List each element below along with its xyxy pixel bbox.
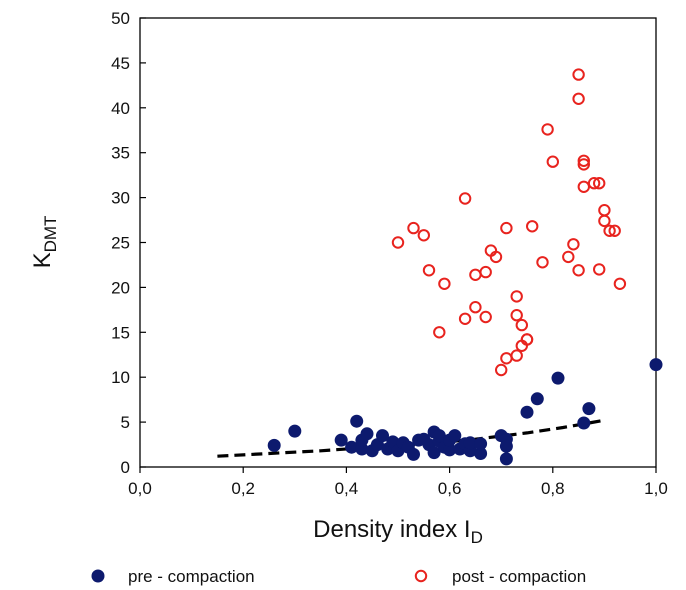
data-point-post-compaction [572, 92, 585, 106]
data-point-post-compaction [520, 333, 534, 346]
data-point-pre-compaction [345, 440, 359, 454]
data-point-pre-compaction [499, 439, 513, 453]
data-point-pre-compaction [499, 452, 513, 466]
legend: pre - compaction post - compaction [91, 567, 586, 586]
data-point-post-compaction [417, 229, 430, 242]
data-point-post-compaction [500, 352, 513, 365]
y-tick-label: 10 [111, 368, 130, 387]
data-point-post-compaction [593, 263, 606, 276]
data-point-pre-compaction [288, 424, 302, 438]
y-tick-label: 30 [111, 189, 130, 208]
data-point-post-compaction [515, 318, 528, 332]
data-point-pre-compaction [474, 437, 488, 451]
data-point-pre-compaction [267, 438, 281, 452]
y-tick-label: 25 [111, 234, 130, 253]
data-point-post-compaction [391, 236, 405, 249]
legend-label-pre-compaction: pre - compaction [128, 567, 255, 586]
data-point-post-compaction [608, 224, 621, 238]
y-tick-label: 35 [111, 144, 130, 163]
x-tick-label: 1,0 [644, 479, 668, 498]
data-point-post-compaction [598, 214, 611, 228]
data-point-post-compaction [479, 265, 492, 279]
data-point-post-compaction [510, 309, 523, 322]
y-tick-label: 45 [111, 54, 130, 73]
y-axis: 0 5 10 15 20 25 30 35 40 45 50 [111, 9, 146, 477]
x-tick-label: 0,8 [541, 479, 565, 498]
x-axis: 0,0 0,2 0,4 0,6 0,8 1,0 [128, 467, 668, 498]
data-point-post-compaction [407, 221, 420, 235]
data-point-pre-compaction [355, 442, 369, 456]
data-point-pre-compaction [376, 429, 389, 443]
data-point-post-compaction [572, 68, 585, 81]
data-point-pre-compaction [551, 371, 565, 385]
data-point-post-compaction [541, 123, 554, 136]
data-point-pre-compaction [360, 427, 374, 441]
data-point-post-compaction [577, 154, 590, 168]
data-point-pre-compaction [582, 402, 596, 416]
data-point-post-compaction [469, 268, 482, 281]
data-point-post-compaction [489, 250, 503, 264]
data-point-post-compaction [572, 264, 585, 277]
data-point-pre-compaction [520, 405, 534, 419]
legend-label-post-compaction: post - compaction [452, 567, 586, 586]
y-tick-label: 15 [111, 323, 130, 342]
data-point-pre-compaction [443, 443, 457, 457]
data-point-post-compaction [546, 155, 559, 168]
data-point-pre-compaction [649, 358, 663, 372]
data-point-pre-compaction [427, 446, 441, 460]
y-tick-label: 0 [121, 458, 130, 477]
data-point-post-compaction [577, 180, 590, 194]
data-point-post-compaction [510, 349, 523, 362]
y-tick-label: 20 [111, 278, 130, 297]
data-point-pre-compaction [474, 447, 488, 460]
data-point-post-compaction [587, 177, 601, 190]
data-point-post-compaction [577, 158, 590, 171]
data-point-post-compaction [613, 277, 627, 290]
data-point-post-compaction [510, 290, 523, 303]
data-point-post-compaction [562, 250, 575, 264]
data-point-pre-compaction [463, 436, 477, 450]
data-point-post-compaction [526, 220, 539, 233]
data-point-post-compaction [593, 177, 606, 190]
data-point-post-compaction [495, 363, 508, 377]
data-point-pre-compaction [350, 414, 364, 428]
data-point-pre-compaction [432, 429, 446, 443]
data-point-pre-compaction [530, 392, 544, 406]
data-points [267, 68, 663, 466]
data-point-pre-compaction [577, 416, 591, 430]
data-point-pre-compaction [334, 433, 348, 447]
data-point-pre-compaction [407, 447, 420, 461]
data-point-post-compaction [438, 277, 451, 290]
x-tick-label: 0,6 [438, 479, 462, 498]
data-point-pre-compaction [448, 429, 462, 443]
x-tick-label: 0,4 [335, 479, 359, 498]
legend-marker-post-compaction [414, 569, 428, 583]
data-point-post-compaction [598, 204, 611, 217]
legend-marker-pre-compaction [91, 569, 105, 583]
x-axis-label: Density index ID [313, 516, 483, 547]
data-point-post-compaction [469, 301, 482, 314]
data-point-post-compaction [603, 224, 616, 238]
data-point-post-compaction [567, 238, 580, 251]
x-tick-label: 0,2 [231, 479, 255, 498]
data-point-post-compaction [536, 256, 549, 269]
y-axis-label: KDMT [29, 216, 60, 269]
y-tick-label: 5 [121, 413, 130, 432]
y-tick-label: 50 [111, 9, 130, 28]
data-point-post-compaction [479, 310, 492, 324]
data-point-post-compaction [422, 264, 436, 277]
data-point-post-compaction [458, 192, 472, 205]
data-point-post-compaction [433, 326, 446, 339]
y-axis-label-subscript: DMT [41, 216, 60, 253]
x-tick-label: 0,0 [128, 479, 152, 498]
data-point-post-compaction [500, 221, 513, 235]
y-tick-label: 40 [111, 99, 130, 118]
x-axis-label-subscript: D [471, 528, 483, 547]
data-point-post-compaction [458, 312, 472, 325]
